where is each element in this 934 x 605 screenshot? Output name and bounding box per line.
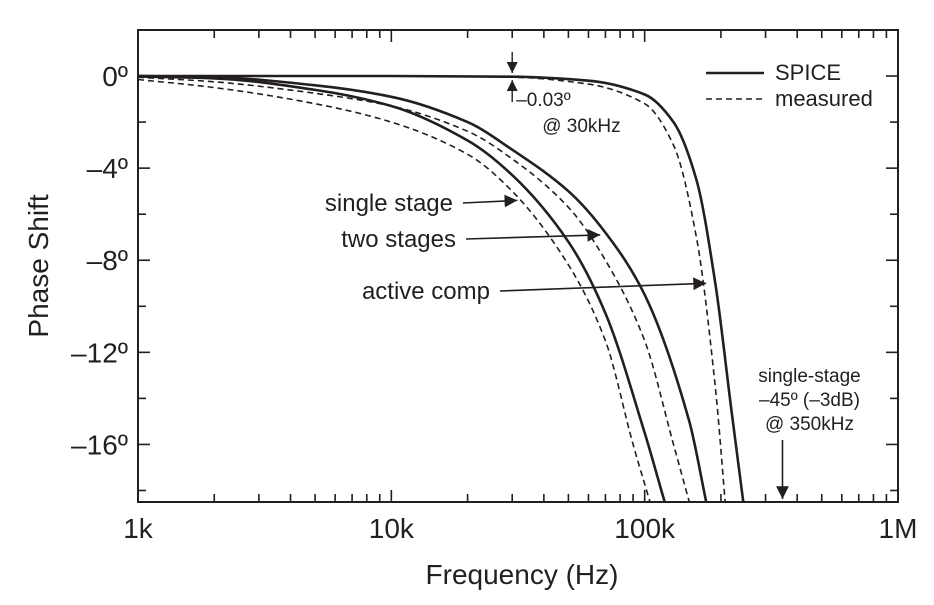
y-tick-label-4: –4º — [87, 153, 128, 184]
series-line-active-comp-measured — [137, 75, 726, 503]
legend: SPICE measured — [706, 60, 873, 111]
y-tick-label-16: –16º — [71, 429, 128, 460]
legend-label-spice: SPICE — [775, 60, 841, 85]
series-line-single-stage-spice — [137, 75, 666, 503]
legend-label-measured: measured — [775, 86, 873, 111]
annotation-arrow-single-stage — [462, 194, 518, 208]
x-tick-label-1k: 1k — [123, 513, 154, 544]
y-tick-label-12: –12º — [71, 337, 128, 368]
phase-note-frequency: @ 30kHz — [542, 116, 620, 137]
x-axis-label: Frequency (Hz) — [426, 559, 619, 590]
annotation-arrow-two-stages — [465, 228, 601, 242]
y-tick-label-8: –8º — [87, 245, 128, 276]
series-line-two-stages-measured — [137, 76, 691, 503]
plot-frame — [137, 29, 899, 503]
annotation-label-single-stage: single stage — [325, 190, 453, 217]
annotation-label-two-stages: two stages — [341, 226, 456, 253]
x-tick-label-100k: 100k — [614, 513, 676, 544]
y-axis-label: Phase Shift — [23, 194, 54, 337]
series-layer — [137, 74, 745, 503]
minus3db-note-line-2: –45º (–3dB) — [759, 390, 860, 411]
minus3db-note-line-3: @ 350kHz — [765, 414, 854, 435]
annotations-layer: single stage two stages active comp –0.03º @… — [325, 52, 861, 499]
ticks-layer: 1k 10k 100k 1M 0º –4º –8º –12º –16º — [71, 30, 917, 544]
x-tick-label-10k: 10k — [369, 513, 415, 544]
series-line-two-stages-spice — [137, 74, 708, 503]
minus3db-note-line-1: single-stage — [758, 366, 860, 387]
annotation-label-active-comp: active comp — [362, 278, 490, 305]
phase-note-value: –0.03º — [516, 90, 571, 111]
annotation-arrow-active-comp — [499, 277, 707, 292]
y-tick-label-0: 0º — [102, 61, 128, 92]
x-tick-label-1m: 1M — [879, 513, 918, 544]
